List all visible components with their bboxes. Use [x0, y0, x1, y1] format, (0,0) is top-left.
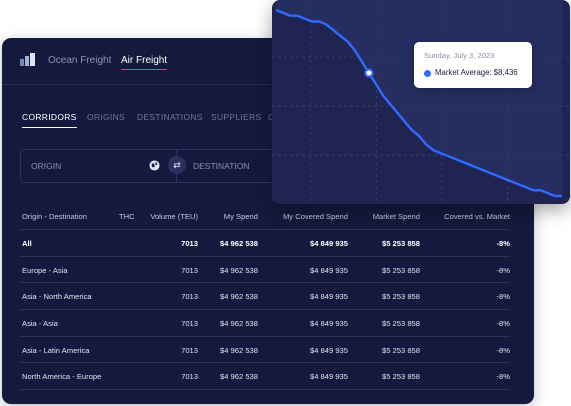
row-covered-vs-market: -8%	[496, 345, 510, 355]
row-corridor: North America - Europe	[22, 372, 102, 382]
row-my-covered-spend: $4 849 935	[309, 265, 348, 275]
tab-suppliers[interactable]: SUPPLIERS	[211, 112, 262, 122]
row-market-spend: $5 253 858	[381, 319, 420, 329]
row-volume: 7013	[181, 319, 198, 329]
row-market-spend: $5 253 858	[381, 345, 420, 355]
highlight-point[interactable]	[364, 68, 374, 78]
destination-field[interactable]: DESTINATION	[193, 161, 250, 171]
row-corridor: Asia - Latin America	[22, 345, 90, 355]
row-my-spend: $4 962 538	[219, 292, 258, 302]
row-my-covered-spend: $4 849 935	[309, 239, 348, 248]
table-row[interactable]: North America - Europe 7013 $4 962 538 $…	[20, 363, 510, 391]
row-my-covered-spend: $4 849 935	[309, 292, 348, 302]
table-header: Origin - Destination THC Volume (TEU) My…	[20, 203, 510, 230]
row-my-spend: $4 962 538	[219, 239, 258, 248]
row-corridor: Asia - North America	[22, 292, 92, 302]
tab-corridors[interactable]: CORRIDORS	[22, 112, 77, 128]
header-covered-vs-market[interactable]: Covered vs. Market	[444, 212, 510, 221]
row-my-spend: $4 962 538	[219, 372, 258, 382]
row-my-covered-spend: $4 849 935	[309, 319, 348, 329]
series-area	[276, 0, 562, 196]
row-my-covered-spend: $4 849 935	[309, 345, 348, 355]
header-market-spend[interactable]: Market Spend	[372, 212, 420, 221]
table-row[interactable]: All 7013 $4 962 538 $4 849 935 $5 253 85…	[20, 230, 510, 257]
tab-truncated[interactable]: C	[268, 112, 274, 122]
row-market-spend: $5 253 858	[381, 239, 420, 248]
row-covered-vs-market: -8%	[496, 239, 510, 248]
logo-icon	[20, 53, 35, 66]
row-corridor: All	[22, 239, 32, 248]
table-row[interactable]: Asia - Latin America 7013 $4 962 538 $4 …	[20, 337, 510, 364]
market-average-chart[interactable]: Sunday, July 3, 2023 Market Average: $8,…	[272, 0, 570, 204]
row-covered-vs-market: -8%	[496, 372, 510, 382]
row-volume: 7013	[181, 292, 198, 302]
top-bar: Ocean Freight Air Freight	[2, 38, 534, 84]
row-my-covered-spend: $4 849 935	[309, 372, 348, 382]
row-covered-vs-market: -8%	[496, 319, 510, 329]
origin-field[interactable]: ORIGIN	[31, 161, 62, 171]
chart-canvas	[272, 0, 570, 204]
globe-icon[interactable]	[149, 160, 160, 171]
tab-air-freight[interactable]: Air Freight	[121, 55, 168, 70]
series-line-market-average	[275, 8, 562, 198]
header-my-spend[interactable]: My Spend	[223, 212, 258, 221]
row-my-spend: $4 962 538	[219, 319, 258, 329]
table-row[interactable]: Europe - Asia 7013 $4 962 538 $4 849 935…	[20, 257, 510, 284]
corridor-filter: ORIGIN ⇄ DESTINATION	[20, 149, 322, 183]
header-thc[interactable]: THC	[119, 212, 135, 221]
header-divider	[2, 84, 534, 85]
row-my-spend: $4 962 538	[219, 345, 258, 355]
tooltip-value: Market Average: $8,436	[435, 68, 518, 77]
row-corridor: Asia - Asia	[22, 319, 58, 329]
chart-tooltip: Sunday, July 3, 2023 Market Average: $8,…	[414, 42, 532, 88]
tab-corridors-underline	[22, 126, 77, 128]
header-volume[interactable]: Volume (TEU)	[150, 212, 198, 221]
tab-destinations[interactable]: DESTINATIONS	[137, 112, 203, 122]
row-covered-vs-market: -8%	[496, 292, 510, 302]
tab-ocean-freight[interactable]: Ocean Freight	[48, 55, 112, 66]
tab-corridors-label: CORRIDORS	[22, 112, 77, 122]
active-tab-indicator	[121, 68, 168, 70]
table-row[interactable]: Asia - Asia 7013 $4 962 538 $4 849 935 $…	[20, 310, 510, 337]
swap-icon[interactable]: ⇄	[168, 156, 186, 174]
row-corridor: Europe - Asia	[22, 265, 68, 275]
row-my-spend: $4 962 538	[219, 265, 258, 275]
tab-origins[interactable]: ORIGINS	[87, 112, 125, 122]
tab-air-freight-label: Air Freight	[121, 55, 168, 66]
row-volume: 7013	[181, 239, 198, 248]
row-volume: 7013	[181, 372, 198, 382]
row-volume: 7013	[181, 345, 198, 355]
tooltip-date: Sunday, July 3, 2023	[424, 51, 495, 60]
header-origin-destination[interactable]: Origin - Destination	[22, 212, 87, 221]
table-row[interactable]: Asia - North America 7013 $4 962 538 $4 …	[20, 283, 510, 311]
row-market-spend: $5 253 858	[381, 372, 420, 382]
corridor-table: Origin - Destination THC Volume (TEU) My…	[20, 203, 510, 391]
row-volume: 7013	[181, 265, 198, 275]
row-market-spend: $5 253 858	[381, 292, 420, 302]
row-market-spend: $5 253 858	[381, 265, 420, 275]
row-covered-vs-market: -8%	[496, 265, 510, 275]
header-my-covered-spend[interactable]: My Covered Spend	[282, 212, 348, 221]
tooltip-legend-dot	[424, 70, 431, 77]
